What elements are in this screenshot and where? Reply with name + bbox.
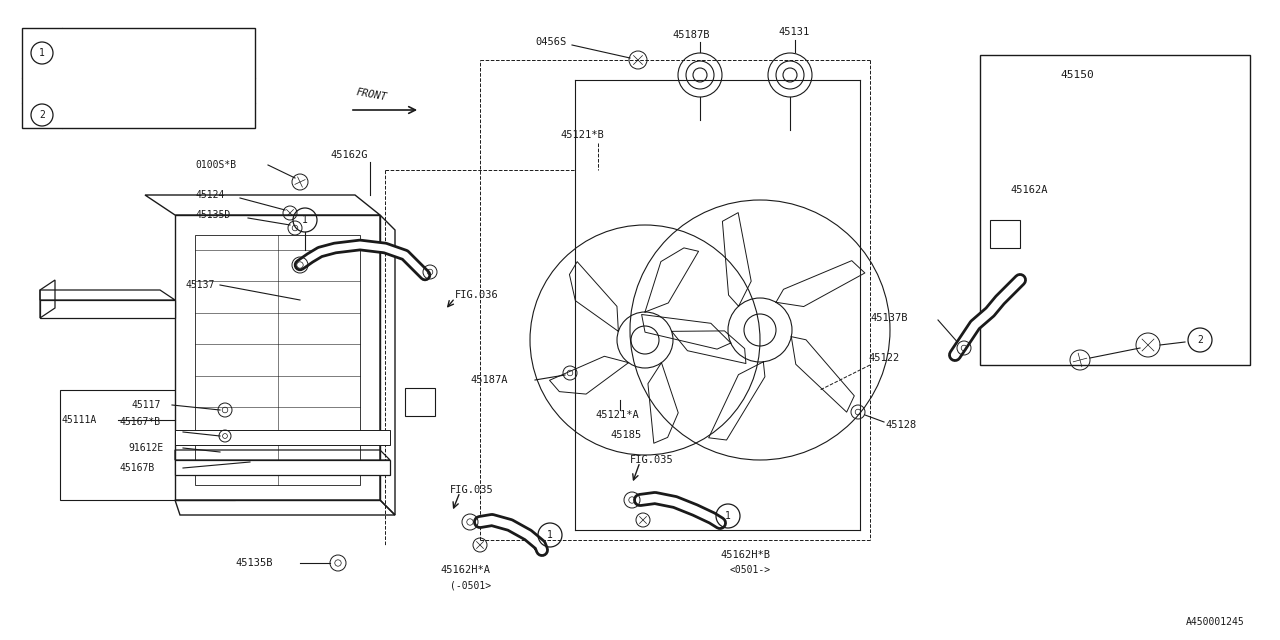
Text: 45162H*A: 45162H*A — [440, 565, 490, 575]
Text: 45137: 45137 — [186, 280, 214, 290]
Text: 91612E: 91612E — [128, 443, 164, 453]
Text: 45185: 45185 — [611, 430, 641, 440]
Text: 2: 2 — [40, 110, 45, 120]
Text: 0456S: 0456S — [535, 37, 566, 47]
Text: 45121*A: 45121*A — [595, 410, 639, 420]
Text: A450001245: A450001245 — [1187, 617, 1245, 627]
Text: 45117: 45117 — [132, 400, 161, 410]
Text: A: A — [416, 397, 424, 407]
Text: (-0501>: (-0501> — [451, 580, 492, 590]
Text: FIG.036: FIG.036 — [454, 290, 499, 300]
Polygon shape — [175, 215, 380, 500]
Text: 2: 2 — [1197, 335, 1203, 345]
Text: FIG.035: FIG.035 — [630, 455, 673, 465]
Text: 45135B: 45135B — [236, 558, 273, 568]
Text: 45131: 45131 — [778, 27, 809, 37]
Text: 45128: 45128 — [884, 420, 916, 430]
Text: 45187A: 45187A — [470, 375, 507, 385]
Text: 45162A: 45162A — [1010, 185, 1047, 195]
Text: 1: 1 — [302, 215, 308, 225]
Text: A: A — [1002, 229, 1009, 239]
Text: 0100S*B: 0100S*B — [195, 160, 236, 170]
Text: 45137B: 45137B — [870, 313, 908, 323]
Text: 0917S    (-05MY0501): 0917S (-05MY0501) — [70, 48, 195, 58]
Text: 1: 1 — [724, 511, 731, 521]
Text: W170064 (05MY0501-): W170064 (05MY0501-) — [70, 85, 188, 95]
Polygon shape — [175, 460, 390, 475]
Text: 45162G: 45162G — [330, 150, 367, 160]
FancyBboxPatch shape — [980, 55, 1251, 365]
Text: 45122: 45122 — [868, 353, 900, 363]
Text: FRONT: FRONT — [355, 88, 388, 102]
Text: 45187B: 45187B — [672, 30, 709, 40]
Text: <0501->: <0501-> — [730, 565, 771, 575]
Text: 45162H*B: 45162H*B — [719, 550, 771, 560]
Text: 45135D: 45135D — [195, 210, 230, 220]
Text: 45124: 45124 — [195, 190, 224, 200]
FancyBboxPatch shape — [22, 28, 255, 128]
Polygon shape — [40, 300, 175, 318]
Text: 45150: 45150 — [1060, 70, 1093, 80]
FancyBboxPatch shape — [60, 390, 236, 500]
Text: 0100S*A: 0100S*A — [70, 110, 114, 120]
Text: 1: 1 — [547, 530, 553, 540]
Text: FIG.035: FIG.035 — [451, 485, 494, 495]
Text: 45167*B: 45167*B — [120, 417, 161, 427]
FancyBboxPatch shape — [989, 220, 1020, 248]
Text: 45167B: 45167B — [120, 463, 155, 473]
FancyBboxPatch shape — [404, 388, 435, 416]
Text: 45111A: 45111A — [61, 415, 97, 425]
Text: 45121*B: 45121*B — [561, 130, 604, 140]
Text: 1: 1 — [40, 48, 45, 58]
Polygon shape — [175, 430, 390, 445]
